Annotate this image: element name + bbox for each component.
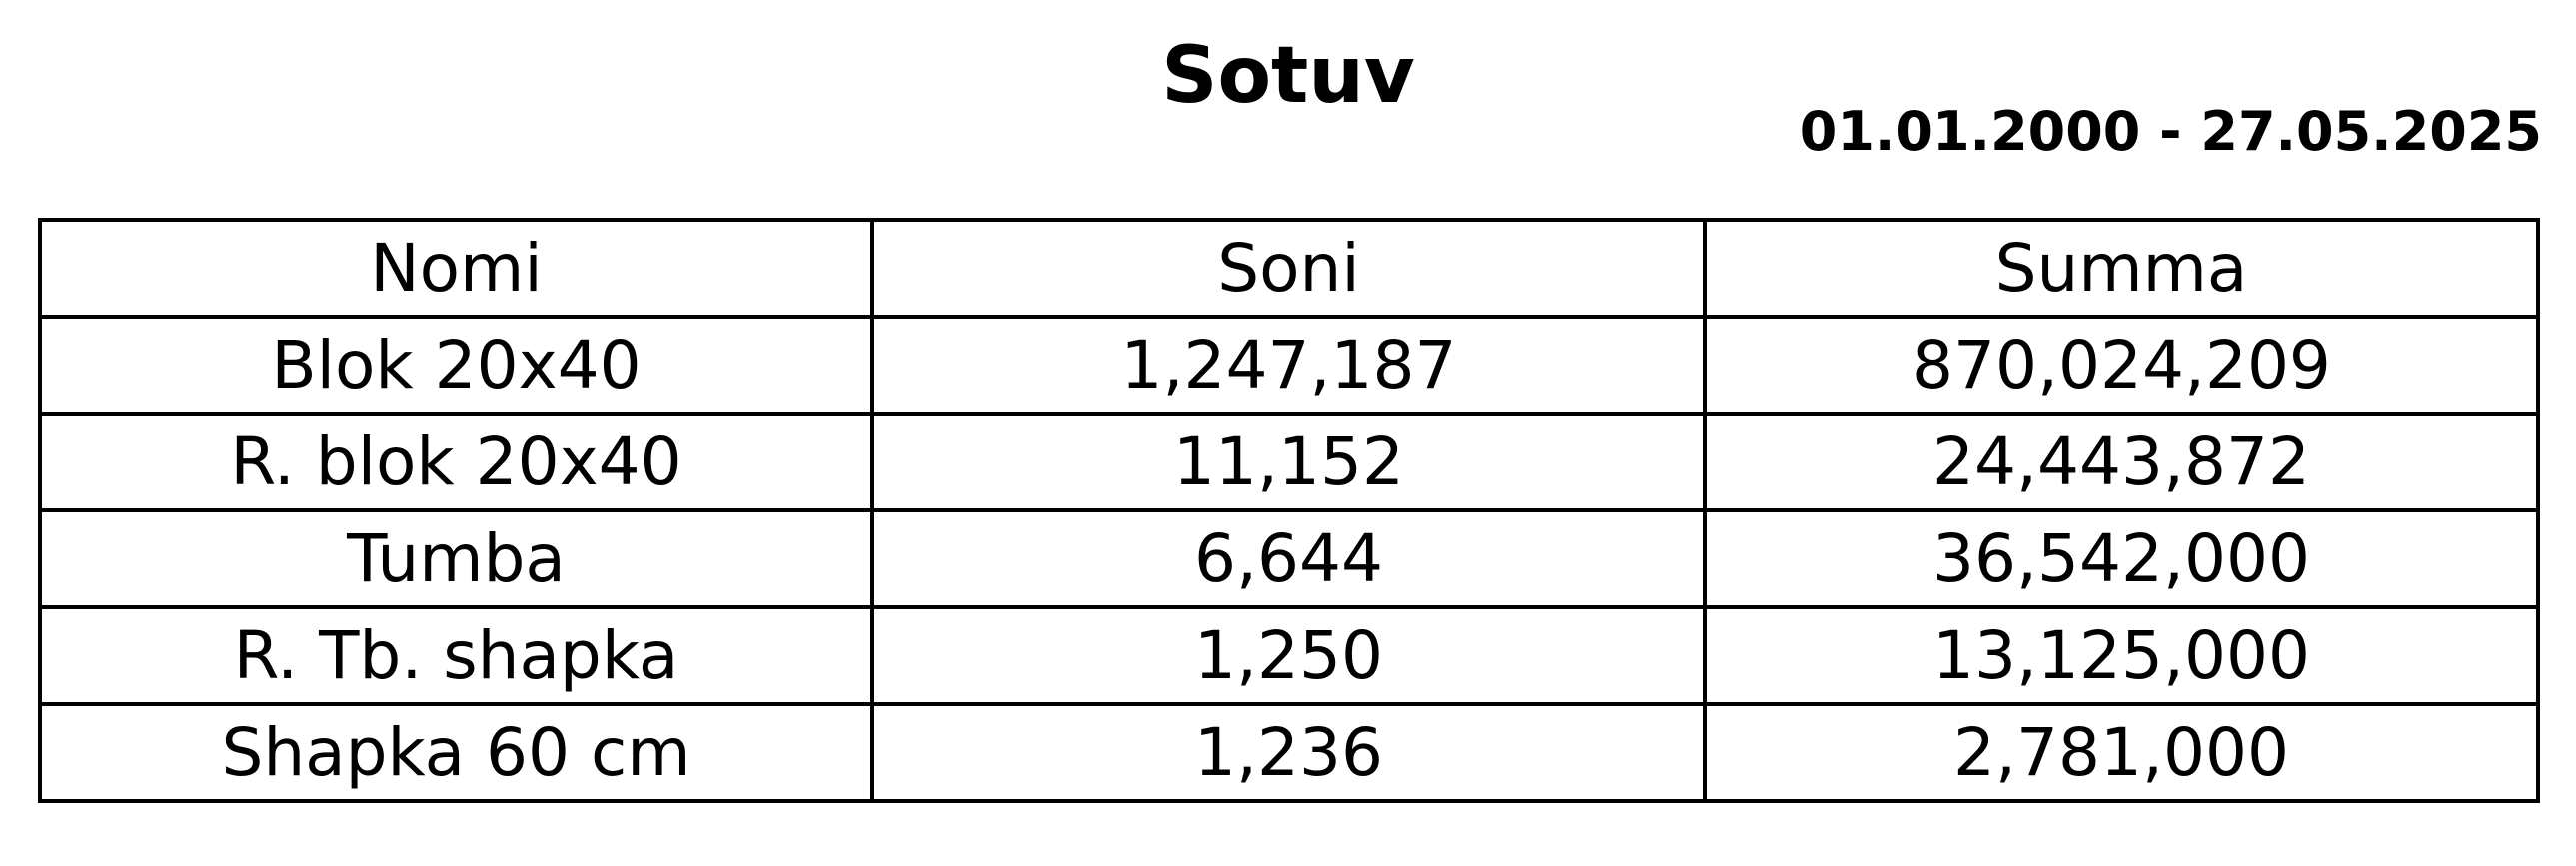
cell-nomi: Shapka 60 cm bbox=[38, 702, 874, 803]
cell-summa: 36,542,000 bbox=[1703, 508, 2540, 609]
cell-soni: 1,250 bbox=[870, 605, 1707, 706]
cell-soni: 1,236 bbox=[870, 702, 1707, 803]
sales-table: Nomi Soni Summa Blok 20x40 1,247,187 870… bbox=[38, 218, 2540, 803]
table-header-row: Nomi Soni Summa bbox=[38, 218, 2540, 319]
report-title: Sotuv bbox=[1161, 31, 1415, 121]
table-row: R. blok 20x40 11,152 24,443,872 bbox=[38, 412, 2540, 512]
cell-nomi: R. blok 20x40 bbox=[38, 412, 874, 512]
table-row: Tumba 6,644 36,542,000 bbox=[38, 508, 2540, 609]
cell-nomi: Blok 20x40 bbox=[38, 315, 874, 416]
cell-summa: 13,125,000 bbox=[1703, 605, 2540, 706]
cell-summa: 24,443,872 bbox=[1703, 412, 2540, 512]
cell-nomi: R. Tb. shapka bbox=[38, 605, 874, 706]
table-row: Blok 20x40 1,247,187 870,024,209 bbox=[38, 315, 2540, 416]
table-row: Shapka 60 cm 1,236 2,781,000 bbox=[38, 702, 2540, 803]
cell-soni: 6,644 bbox=[870, 508, 1707, 609]
cell-soni: 1,247,187 bbox=[870, 315, 1707, 416]
column-header-soni: Soni bbox=[870, 218, 1707, 319]
cell-summa: 870,024,209 bbox=[1703, 315, 2540, 416]
date-range: 01.01.2000 - 27.05.2025 bbox=[1799, 100, 2542, 163]
column-header-summa: Summa bbox=[1703, 218, 2540, 319]
column-header-nomi: Nomi bbox=[38, 218, 874, 319]
cell-summa: 2,781,000 bbox=[1703, 702, 2540, 803]
cell-nomi: Tumba bbox=[38, 508, 874, 609]
cell-soni: 11,152 bbox=[870, 412, 1707, 512]
table-row: R. Tb. shapka 1,250 13,125,000 bbox=[38, 605, 2540, 706]
